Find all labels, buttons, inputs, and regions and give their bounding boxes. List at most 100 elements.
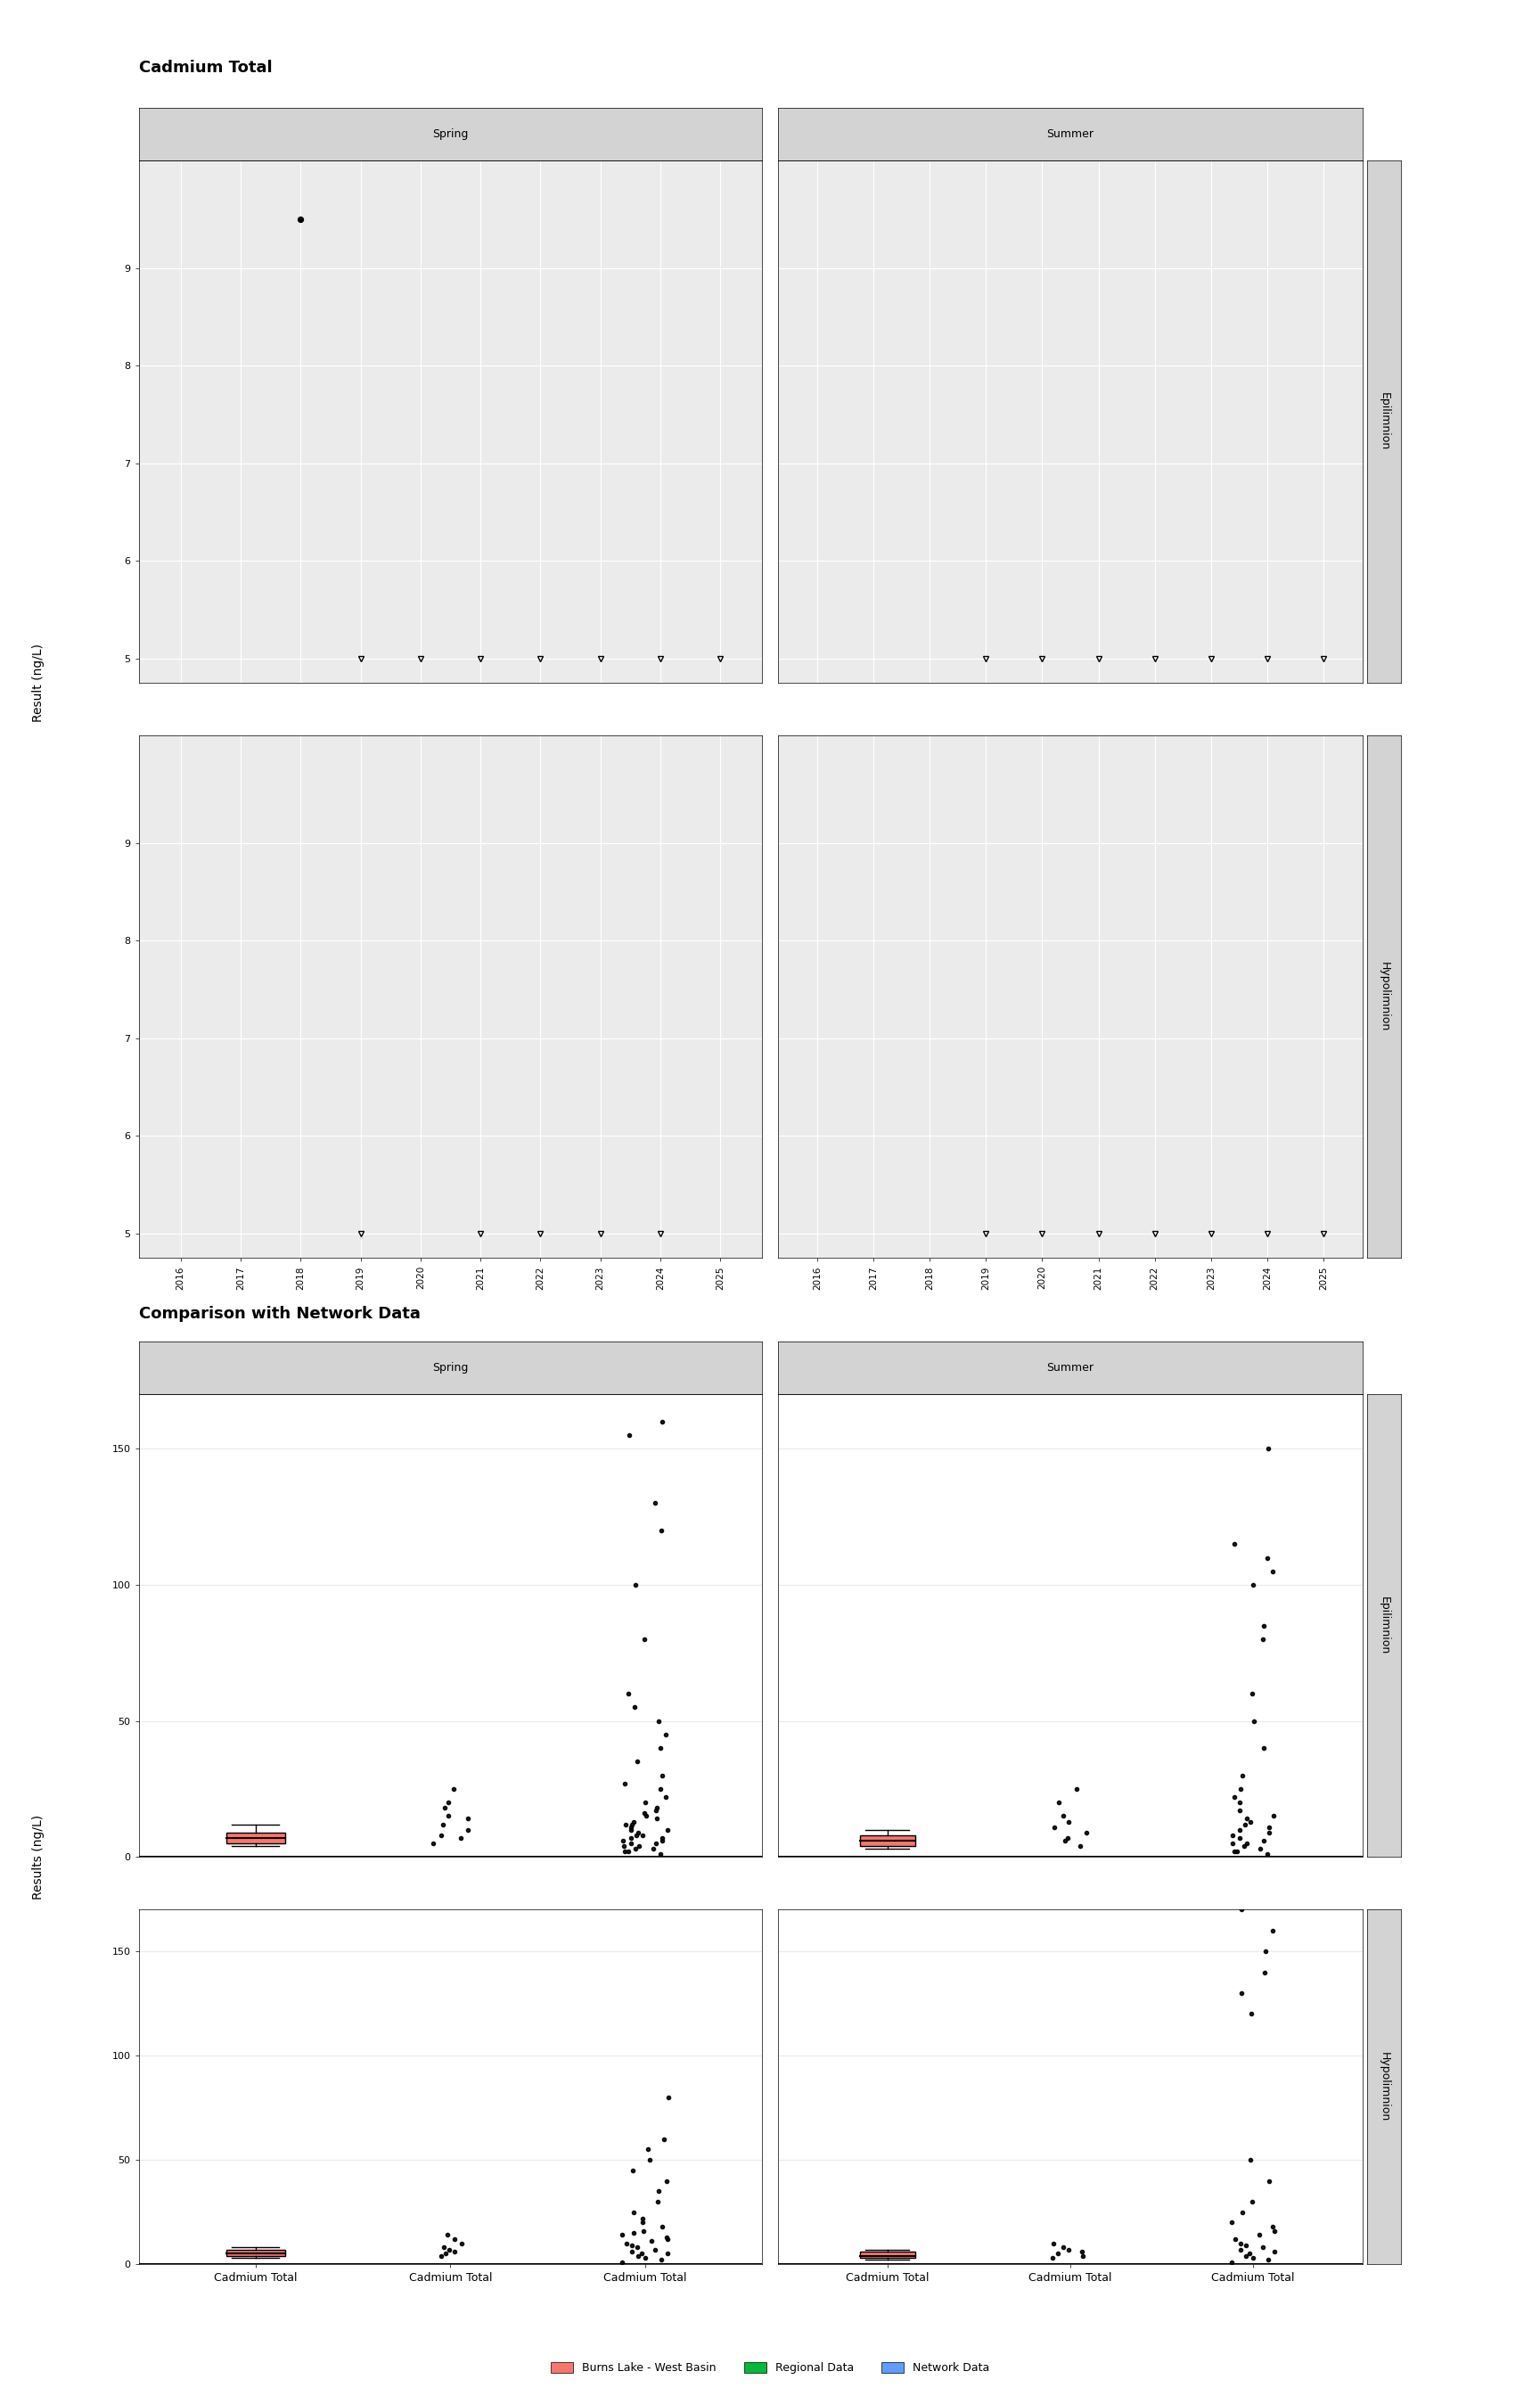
- Point: [1070, 2233, 1095, 2271]
- Point: [1238, 2140, 1263, 2178]
- Point: [648, 1835, 673, 1874]
- Point: [433, 1790, 457, 1828]
- Point: [619, 1811, 644, 1850]
- Point: [619, 1809, 644, 1847]
- Point: [633, 1783, 658, 1821]
- Point: [434, 2216, 459, 2255]
- Point: [641, 1831, 665, 1869]
- Point: [1046, 2235, 1070, 2274]
- Point: [644, 1823, 668, 1862]
- Point: [633, 1795, 658, 1833]
- Point: [654, 1811, 679, 1850]
- Point: [631, 2212, 656, 2250]
- Point: [621, 2192, 645, 2231]
- Text: Cadmium Total: Cadmium Total: [139, 60, 273, 77]
- Point: [647, 1701, 671, 1739]
- Point: [1240, 2183, 1264, 2221]
- Point: [613, 1804, 638, 1843]
- Point: [650, 1756, 675, 1795]
- Point: [610, 2216, 634, 2255]
- Point: [616, 1833, 641, 1871]
- Point: [1261, 2207, 1286, 2245]
- Point: [621, 1802, 645, 1840]
- Text: Epilimnion: Epilimnion: [1378, 1596, 1391, 1656]
- Point: [631, 2200, 656, 2238]
- Point: [613, 1833, 638, 1871]
- Text: Result (ng/L): Result (ng/L): [32, 645, 45, 721]
- Point: [647, 2173, 671, 2212]
- Text: Summer: Summer: [1047, 1363, 1093, 1373]
- Point: [436, 1783, 460, 1821]
- Point: [1250, 2228, 1275, 2267]
- Point: [1241, 1701, 1266, 1739]
- Point: [650, 1821, 675, 1859]
- Point: [611, 1826, 636, 1864]
- Text: Spring: Spring: [433, 1363, 468, 1373]
- Point: [1220, 2243, 1244, 2281]
- Point: [1238, 2235, 1263, 2274]
- Point: [644, 1790, 668, 1828]
- Point: [648, 1730, 673, 1768]
- Point: [431, 2228, 456, 2267]
- Text: Hypolimnion: Hypolimnion: [1378, 2051, 1391, 2123]
- Point: [619, 2226, 644, 2264]
- Point: [428, 1816, 453, 1855]
- Point: [1229, 1974, 1254, 2013]
- Point: [650, 1402, 675, 1440]
- Point: [1234, 2226, 1258, 2264]
- Point: [616, 1675, 641, 1713]
- Point: [1221, 1524, 1246, 1562]
- Point: [1241, 2238, 1266, 2276]
- Point: [639, 2221, 664, 2259]
- Point: [1234, 2238, 1258, 2276]
- Bar: [859, 1835, 915, 1845]
- Point: [450, 2223, 474, 2262]
- Point: [428, 2238, 453, 2276]
- Point: [1260, 1553, 1284, 1591]
- Text: Epilimnion: Epilimnion: [1378, 393, 1391, 450]
- Point: [633, 2238, 658, 2276]
- Point: [1229, 1771, 1254, 1809]
- Point: [650, 2207, 675, 2245]
- Point: [1257, 1809, 1281, 1847]
- Point: [456, 1811, 480, 1850]
- Point: [1221, 1833, 1246, 1871]
- Point: [1261, 1797, 1286, 1835]
- Point: [633, 1797, 658, 1835]
- Point: [621, 2152, 645, 2190]
- Point: [611, 1821, 636, 1859]
- Point: [442, 2221, 467, 2259]
- Text: Hypolimnion: Hypolimnion: [1378, 961, 1391, 1033]
- Point: [1220, 2204, 1244, 2243]
- Point: [288, 199, 313, 237]
- Point: [1255, 1835, 1280, 1874]
- Point: [624, 1816, 648, 1855]
- Point: [1241, 1565, 1266, 1603]
- Point: [642, 2231, 667, 2269]
- Point: [610, 2243, 634, 2281]
- Point: [613, 1763, 638, 1802]
- Point: [1056, 1802, 1081, 1840]
- Point: [656, 2077, 681, 2116]
- Point: [1227, 2223, 1252, 2262]
- Bar: [859, 2252, 915, 2257]
- Text: Comparison with Network Data: Comparison with Network Data: [139, 1306, 420, 1323]
- Point: [1232, 1804, 1257, 1843]
- Point: [631, 1620, 656, 1658]
- Point: [656, 2235, 681, 2274]
- Point: [1223, 1778, 1247, 1816]
- Point: [644, 1792, 668, 1831]
- Point: [1227, 1819, 1252, 1857]
- Point: [648, 2240, 673, 2279]
- Point: [625, 2228, 650, 2267]
- Point: [619, 1823, 644, 1862]
- Point: [625, 1742, 650, 1780]
- Point: [1220, 1816, 1244, 1855]
- Point: [437, 2231, 462, 2269]
- Point: [614, 2223, 639, 2262]
- Point: [1255, 2240, 1280, 2279]
- Point: [1235, 1823, 1260, 1862]
- Point: [1230, 1756, 1255, 1795]
- Point: [644, 1799, 668, 1838]
- Point: [1227, 1792, 1252, 1831]
